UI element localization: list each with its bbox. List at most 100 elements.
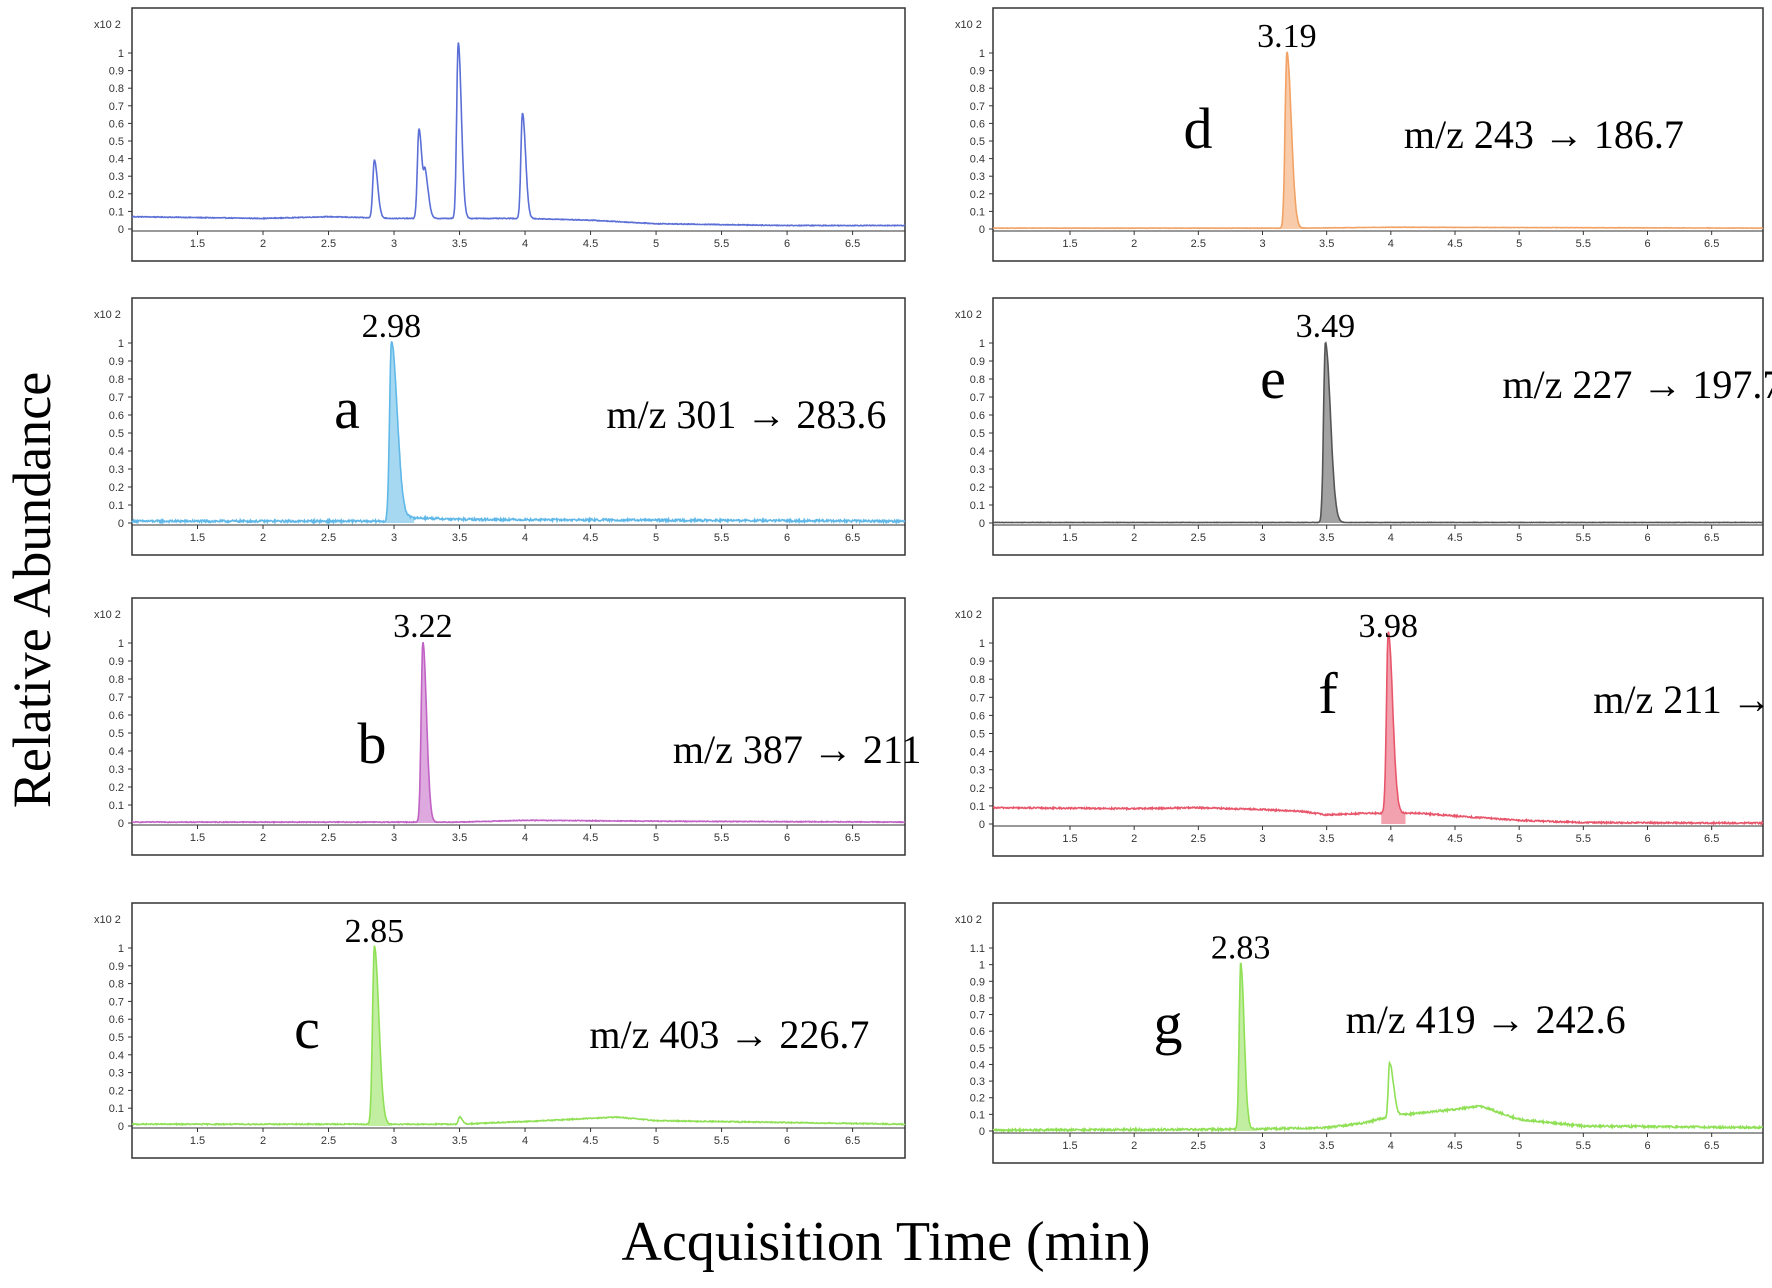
y-tick-label: 0.4: [109, 1050, 124, 1062]
x-tick-label: 1.5: [1062, 532, 1077, 544]
y-tick-label: 0.5: [970, 729, 985, 741]
x-tick-label: 4.5: [583, 238, 598, 250]
panel-c: x10 2 0 0.1 0.2 0.3 0.4 0.5 0.6 0.7 0.8 0.9 1 1.5 2 2.…: [94, 902, 906, 1159]
x-tick-label: 3.5: [452, 238, 467, 250]
x-tick-label: 1.5: [190, 238, 205, 250]
x-tick-label: 2: [260, 832, 266, 844]
y-tick-label: 0: [979, 518, 985, 530]
y-tick-label: 0.6: [109, 118, 124, 130]
y-tick-label: 0.4: [970, 446, 985, 458]
y-tick-label: 0.2: [109, 189, 124, 201]
peak-retention-label: 3.22: [393, 608, 453, 645]
x-tick-label: 5.5: [1576, 238, 1591, 250]
x-tick-label: 2.5: [321, 238, 336, 250]
panel-letter: c: [294, 996, 320, 1061]
y-tick-label: 0.7: [970, 101, 985, 113]
y-tick-label: 0.9: [109, 356, 124, 368]
x-tick-label: 1.5: [190, 832, 205, 844]
x-tick-label: 3.5: [1319, 532, 1334, 544]
panel-frame: [131, 297, 906, 556]
x-tick-label: 1.5: [1062, 833, 1077, 845]
x-tick-label: 6.5: [1704, 532, 1719, 544]
x-tick-label: 3: [1259, 238, 1265, 250]
x-tick-label: 4: [1388, 238, 1394, 250]
scale-label: x10 2: [955, 914, 982, 926]
x-tick-label: 4.5: [1447, 833, 1462, 845]
panel-frame: [131, 597, 906, 856]
x-tick-label: 4: [1388, 833, 1394, 845]
y-tick-label: 0.7: [970, 692, 985, 704]
x-tick-label: 5: [1516, 833, 1522, 845]
y-tick-label: 0.7: [109, 996, 124, 1008]
mrm-transition-label: m/z 211 → 166.8: [1593, 677, 1772, 722]
panel-letter: b: [358, 711, 387, 776]
y-tick-label: 0: [118, 818, 124, 830]
x-tick-label: 3: [391, 532, 397, 544]
peak-retention-label: 3.19: [1257, 18, 1317, 55]
chromatogram-trace: [992, 631, 1764, 826]
x-tick-label: 6.5: [845, 832, 860, 844]
x-tick-label: 2.5: [321, 1135, 336, 1147]
y-tick-label: 0.7: [109, 692, 124, 704]
panel-frame: [992, 597, 1764, 857]
y-tick-label: 1: [979, 338, 985, 350]
x-tick-label: 6: [784, 832, 790, 844]
y-tick-label: 1: [979, 638, 985, 650]
y-tick-label: 0.4: [970, 1059, 985, 1071]
x-tick-label: 5.5: [714, 1135, 729, 1147]
panel-frame: [131, 7, 906, 262]
x-tick-label: 1.5: [1062, 238, 1077, 250]
x-tick-label: 5.5: [1576, 532, 1591, 544]
panel-letter: e: [1260, 346, 1286, 411]
x-tick-label: 3: [1259, 1140, 1265, 1152]
y-tick-label: 0.7: [109, 101, 124, 113]
mrm-transition-label: m/z 419 → 242.6: [1346, 997, 1626, 1042]
x-tick-label: 3.5: [452, 532, 467, 544]
x-tick-label: 5.5: [714, 532, 729, 544]
y-tick-label: 0.5: [109, 136, 124, 148]
panel-tic: x10 2 0 0.1 0.2 0.3 0.4 0.5 0.6 0.7 0.8 0.9 1 1.5 2 2.…: [94, 7, 906, 262]
y-tick-label: 0.2: [970, 783, 985, 795]
scale-label: x10 2: [955, 309, 982, 321]
mrm-transition-label: m/z 301 → 283.6: [606, 392, 886, 437]
scale-label: x10 2: [94, 19, 121, 31]
y-tick-label: 0.8: [109, 979, 124, 991]
y-tick-label: 0.2: [109, 482, 124, 494]
scale-label: x10 2: [94, 609, 121, 621]
panel-letter: d: [1184, 96, 1213, 161]
y-tick-label: 0.5: [109, 728, 124, 740]
x-tick-label: 6: [1644, 532, 1650, 544]
x-tick-label: 1.5: [190, 1135, 205, 1147]
y-tick-label: 0.4: [970, 154, 985, 166]
y-tick-label: 0.5: [970, 1043, 985, 1055]
y-tick-label: 1: [118, 638, 124, 650]
x-tick-label: 4: [522, 238, 528, 250]
panel-frame: [992, 7, 1764, 262]
scale-label: x10 2: [955, 609, 982, 621]
y-tick-label: 0.8: [109, 674, 124, 686]
x-tick-label: 4.5: [1447, 532, 1462, 544]
y-tick-label: 0.2: [970, 1093, 985, 1105]
x-tick-label: 6.5: [845, 238, 860, 250]
y-tick-label: 0.6: [970, 710, 985, 722]
x-tick-label: 2: [1131, 238, 1137, 250]
peak-retention-label: 2.83: [1211, 930, 1271, 967]
x-tick-label: 3: [391, 1135, 397, 1147]
y-tick-label: 1: [118, 48, 124, 60]
y-tick-label: 0.1: [109, 500, 124, 512]
x-tick-label: 6.5: [1704, 238, 1719, 250]
y-tick-label: 0.5: [970, 428, 985, 440]
y-tick-label: 0: [979, 224, 985, 236]
y-tick-label: 0.9: [109, 656, 124, 668]
y-tick-label: 0.9: [970, 356, 985, 368]
x-tick-label: 6: [1644, 1140, 1650, 1152]
y-tick-label: 0.2: [970, 189, 985, 201]
panel-f: x10 2 0 0.1 0.2 0.3 0.4 0.5 0.6 0.7 0.8 0.9 1 1.5 2 2.…: [955, 597, 1772, 857]
x-tick-label: 4.5: [1447, 238, 1462, 250]
x-tick-label: 5.5: [714, 832, 729, 844]
x-tick-label: 2: [260, 1135, 266, 1147]
y-tick-label: 0.1: [970, 500, 985, 512]
x-tick-label: 5: [653, 1135, 659, 1147]
peak-retention-label: 3.49: [1296, 308, 1356, 345]
